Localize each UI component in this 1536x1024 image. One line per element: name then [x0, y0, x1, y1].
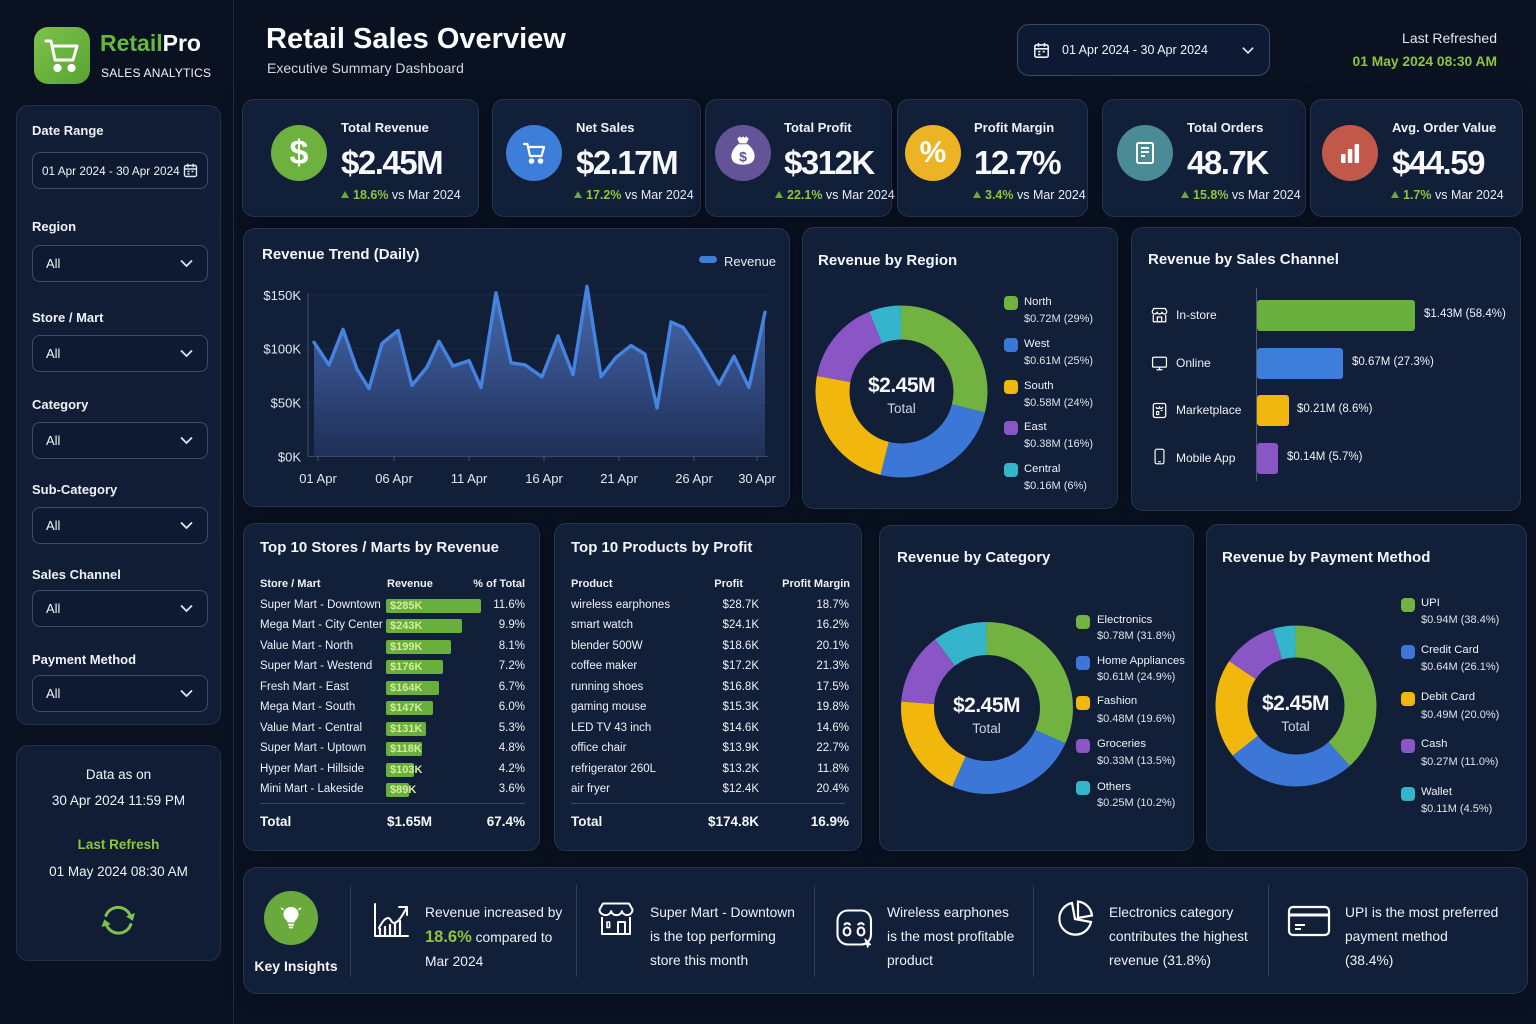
svg-text:16 Apr: 16 Apr	[525, 471, 563, 486]
svg-text:01 Apr: 01 Apr	[299, 471, 337, 486]
svg-text:$: $	[739, 149, 747, 165]
svg-text:06 Apr: 06 Apr	[375, 471, 413, 486]
svg-text:11 Apr: 11 Apr	[451, 471, 488, 486]
svg-text:30 Apr: 30 Apr	[738, 471, 776, 486]
svg-text:21 Apr: 21 Apr	[600, 471, 638, 486]
svg-text:Revenue: Revenue	[724, 254, 776, 269]
svg-text:$0K: $0K	[278, 449, 301, 464]
svg-text:$100K: $100K	[263, 342, 301, 357]
svg-text:$150K: $150K	[263, 288, 301, 303]
svg-text:$50K: $50K	[271, 396, 302, 411]
svg-text:26 Apr: 26 Apr	[675, 471, 713, 486]
